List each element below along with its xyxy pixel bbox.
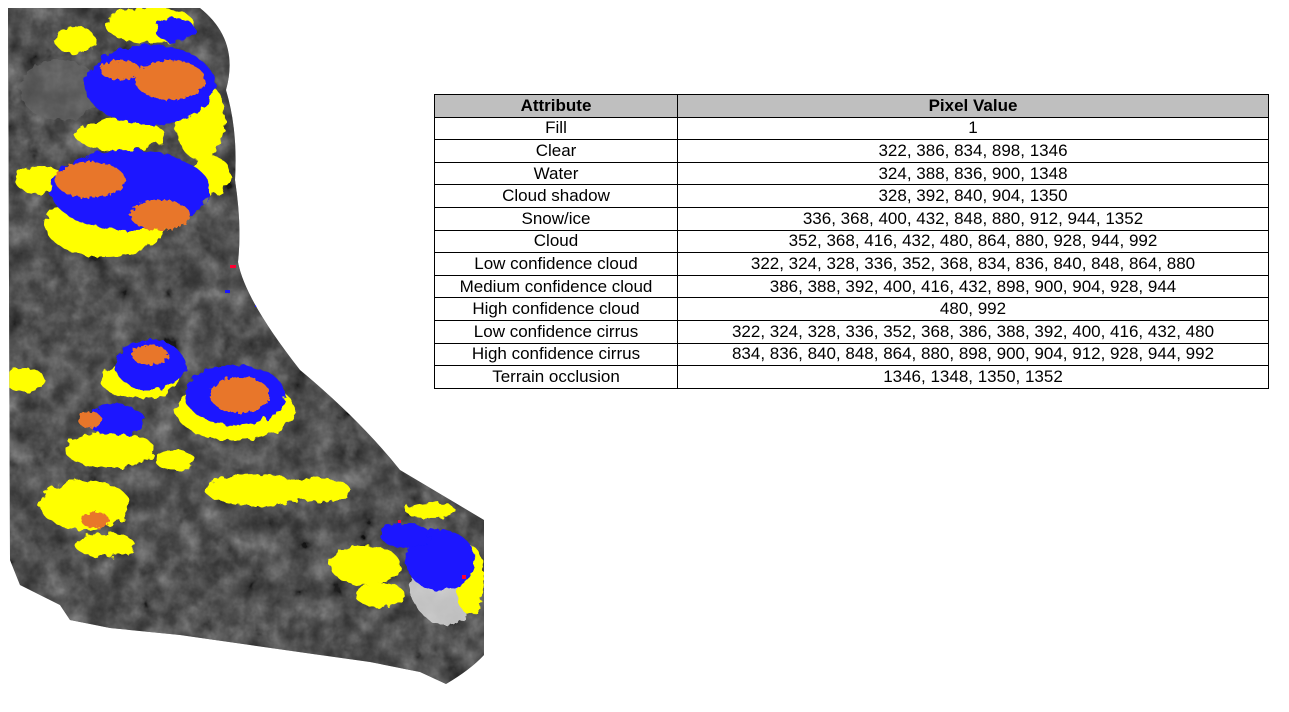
attribute-cell: Water bbox=[434, 161, 678, 186]
attribute-cell: Low confidence cirrus bbox=[434, 319, 678, 344]
attribute-cell: Cloud bbox=[434, 229, 678, 254]
satellite-qa-map bbox=[8, 8, 484, 684]
attribute-cell: Clear bbox=[434, 139, 678, 163]
attribute-column-header: Attribute bbox=[434, 94, 678, 118]
pixel-values-cell: 1 bbox=[677, 116, 1269, 141]
attribute-cell: Medium confidence cloud bbox=[434, 274, 678, 299]
table-row: Medium confidence cloud 386, 388, 392, 40… bbox=[434, 274, 1269, 299]
pixel-values-cell: 322, 386, 834, 898, 1346 bbox=[677, 139, 1269, 163]
table-row: High confidence cirrus 834, 836, 840, 848… bbox=[434, 342, 1269, 367]
map-scene bbox=[8, 8, 484, 684]
attribute-cell: High confidence cloud bbox=[434, 297, 678, 321]
table-header-row: Attribute Pixel Value bbox=[434, 94, 1269, 118]
table-row: Low confidence cloud 322, 324, 328, 336, … bbox=[434, 252, 1269, 276]
pixel-values-cell: 834, 836, 840, 848, 864, 880, 898, 900, … bbox=[677, 342, 1269, 367]
table-row: High confidence cloud 480, 992 bbox=[434, 297, 1269, 321]
attribute-cell: Low confidence cloud bbox=[434, 252, 678, 276]
table-row: Water 324, 388, 836, 900, 1348 bbox=[434, 161, 1269, 186]
cloud-orange-layer bbox=[55, 60, 270, 528]
terrain-highlight bbox=[20, 60, 100, 120]
pixel-values-cell: 322, 324, 328, 336, 352, 368, 834, 836, … bbox=[677, 252, 1269, 276]
attribute-cell: High confidence cirrus bbox=[434, 342, 678, 367]
table-row: Low confidence cirrus 322, 324, 328, 336,… bbox=[434, 319, 1269, 344]
pixel-values-cell: 322, 324, 328, 336, 352, 368, 386, 388, … bbox=[677, 319, 1269, 344]
attribute-cell: Terrain occlusion bbox=[434, 365, 678, 389]
table-row: Fill 1 bbox=[434, 116, 1269, 141]
pixel-values-cell: 328, 392, 840, 904, 1350 bbox=[677, 184, 1269, 208]
pixel-values-cell: 1346, 1348, 1350, 1352 bbox=[677, 365, 1269, 389]
table-row: Snow/ice 336, 368, 400, 432, 848, 880, 91… bbox=[434, 206, 1269, 231]
pixel-values-cell: 386, 388, 392, 400, 416, 432, 898, 900, … bbox=[677, 274, 1269, 299]
table-row: Cloud shadow 328, 392, 840, 904, 1350 bbox=[434, 184, 1269, 208]
pixel-values-cell: 336, 368, 400, 432, 848, 880, 912, 944, … bbox=[677, 206, 1269, 231]
pixel-values-cell: 480, 992 bbox=[677, 297, 1269, 321]
pixel-values-cell: 324, 388, 836, 900, 1348 bbox=[677, 161, 1269, 186]
attribute-cell: Snow/ice bbox=[434, 206, 678, 231]
table-row: Terrain occlusion 1346, 1348, 1350, 1352 bbox=[434, 365, 1269, 389]
pixel-value-table: Attribute Pixel Value Fill 1 Clear 322, 38… bbox=[434, 94, 1269, 389]
table-row: Cloud 352, 368, 416, 432, 480, 864, 880, … bbox=[434, 229, 1269, 254]
attribute-cell: Cloud shadow bbox=[434, 184, 678, 208]
pixel-values-cell: 352, 368, 416, 432, 480, 864, 880, 928, … bbox=[677, 229, 1269, 254]
pixel-value-column-header: Pixel Value bbox=[677, 94, 1269, 118]
attribute-cell: Fill bbox=[434, 116, 678, 141]
table-row: Clear 322, 386, 834, 898, 1346 bbox=[434, 139, 1269, 163]
